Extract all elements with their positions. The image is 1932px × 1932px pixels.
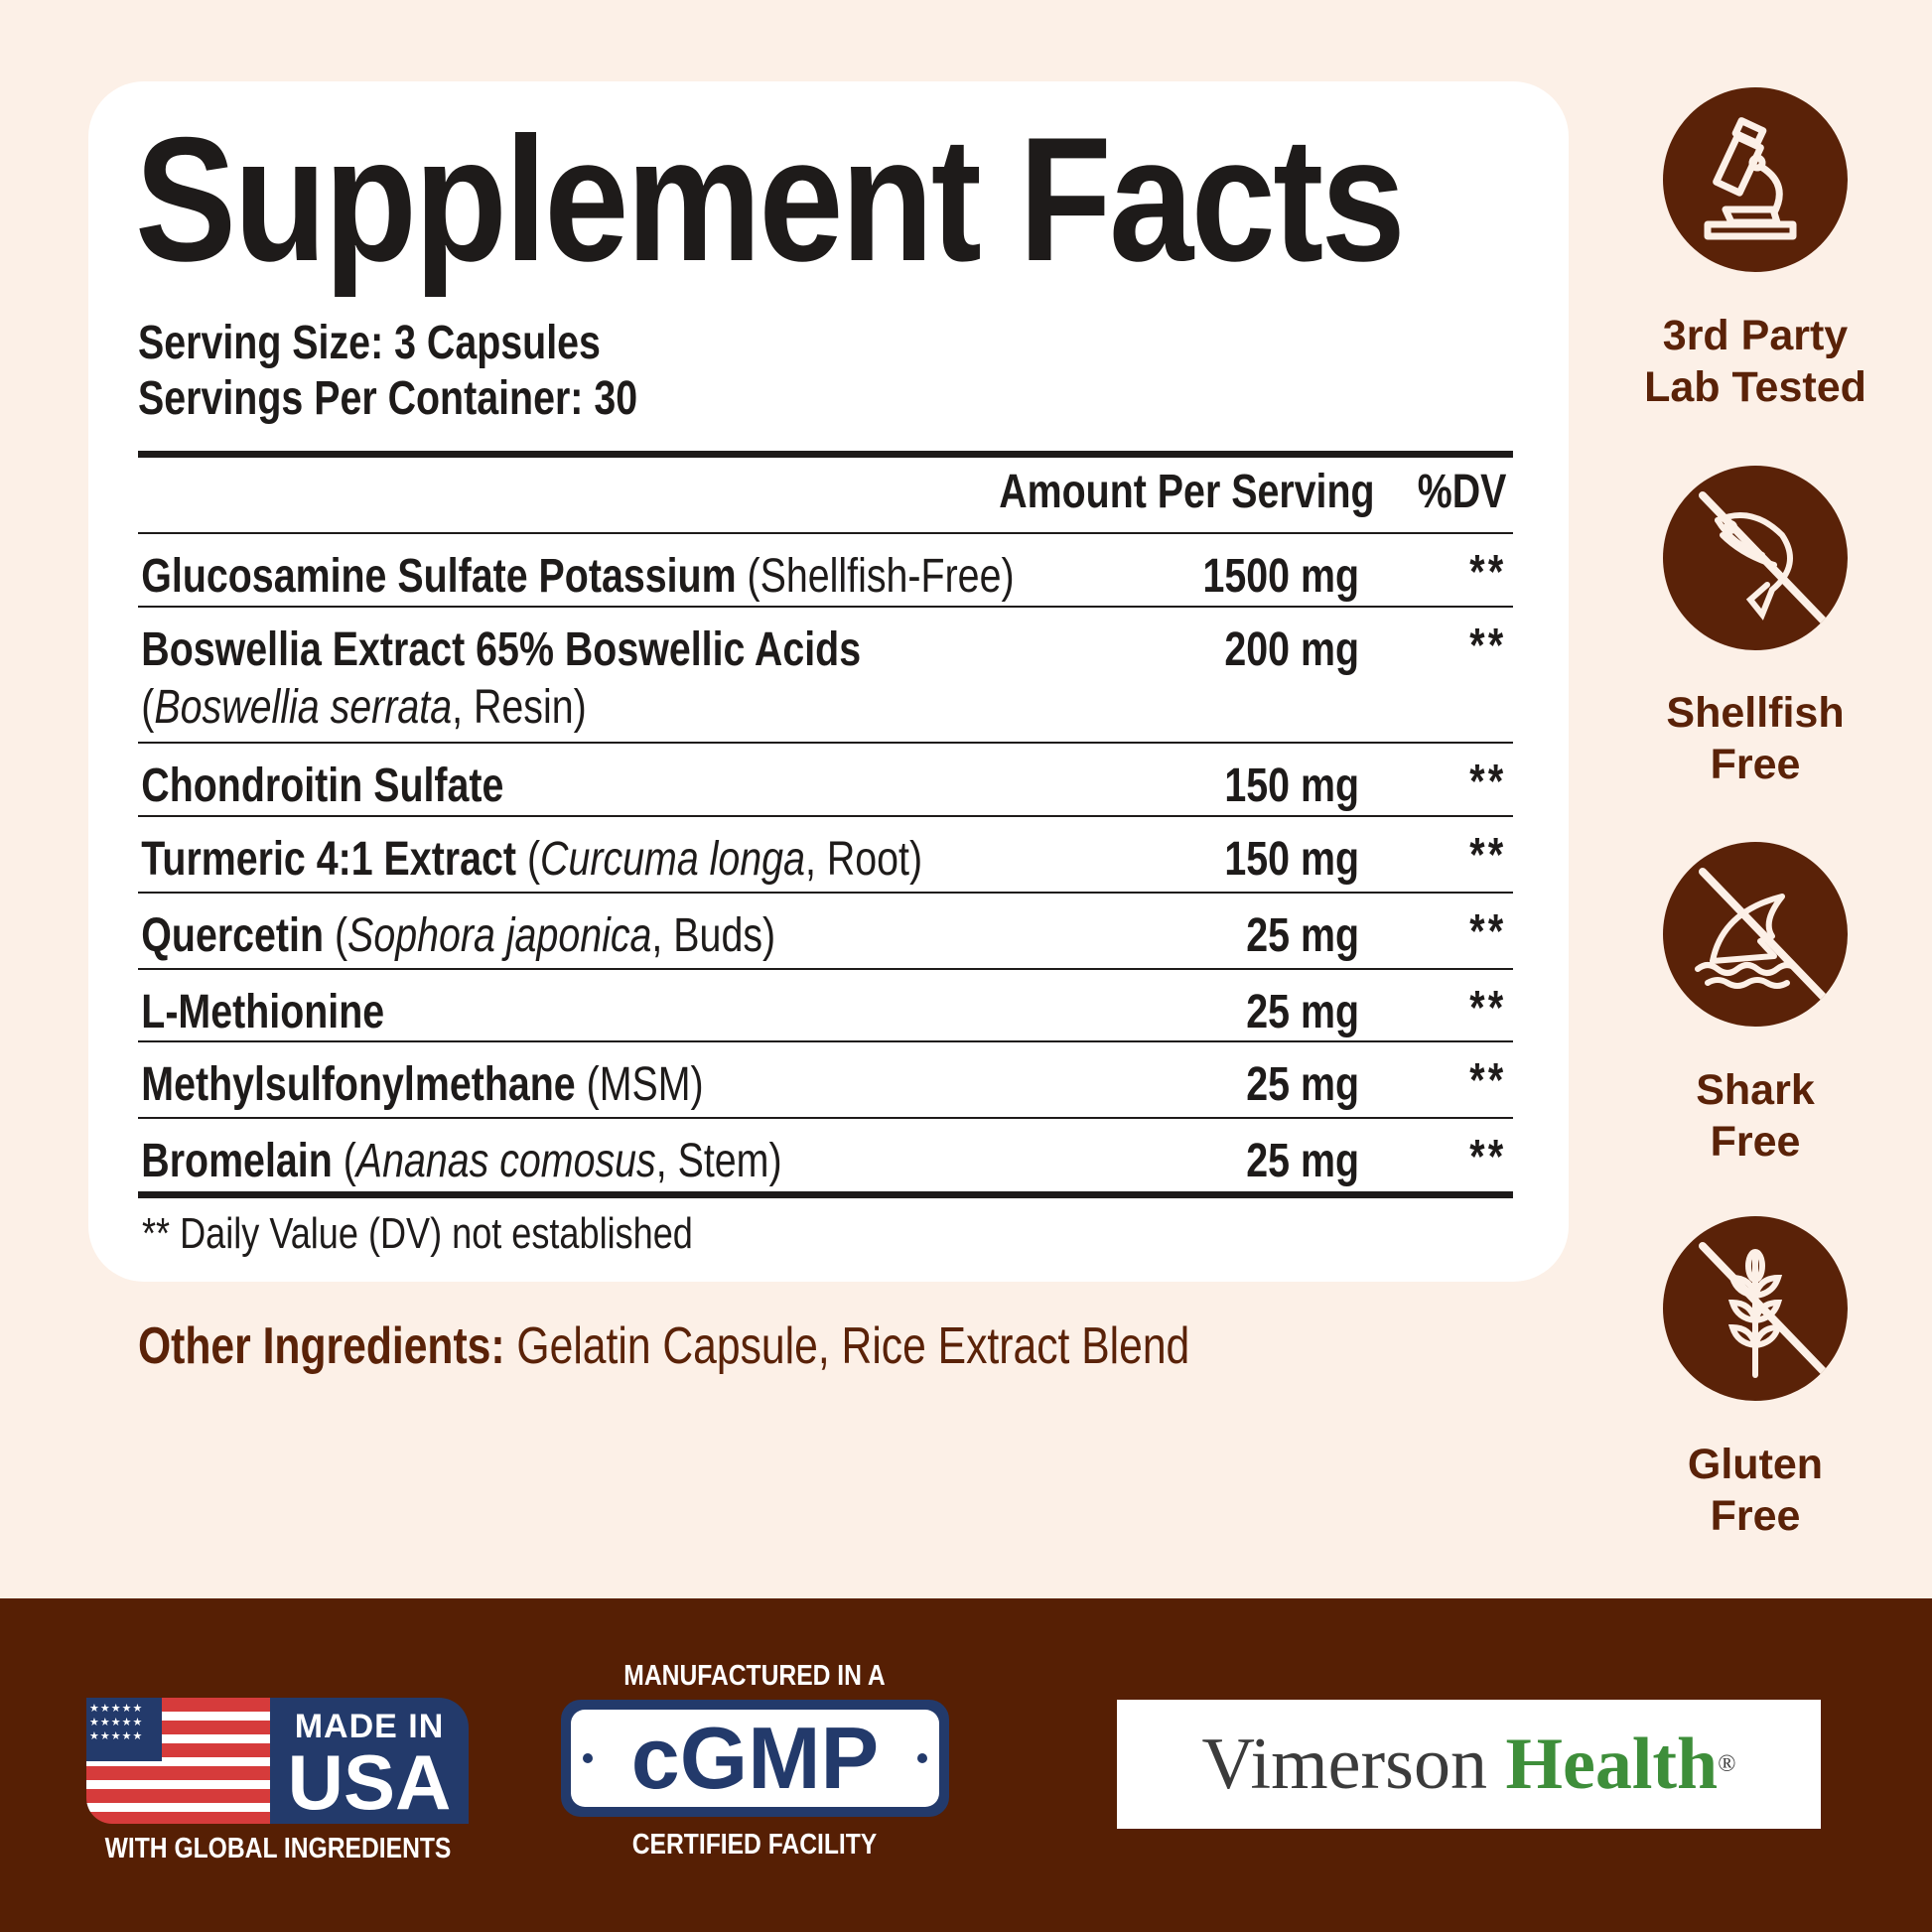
ingredient-amount: 25 mg [1246, 1135, 1359, 1187]
badge-gluten-free [1663, 1216, 1848, 1401]
ingredient-name: Quercetin [141, 909, 325, 962]
paren: ( [332, 1135, 356, 1187]
ingredient-part: , Buds) [651, 909, 776, 962]
other-ingredients: Other Ingredients: Gelatin Capsule, Rice… [138, 1316, 1189, 1376]
brand-logo: Vimerson Health ® [1117, 1700, 1821, 1829]
table-row: Quercetin (Sophora japonica, Buds) 25 mg… [138, 894, 1513, 970]
amount-header: Amount Per Serving [999, 466, 1375, 518]
ingredient-part: , Root) [804, 833, 923, 886]
brand-health: Health [1505, 1723, 1719, 1805]
footnote: ** Daily Value (DV) not established [142, 1209, 693, 1258]
serving-size: Serving Size: 3 Capsules [138, 317, 601, 369]
other-ingredients-value: Gelatin Capsule, Rice Extract Blend [504, 1317, 1190, 1375]
manufactured-text: MANUFACTURED IN A [623, 1660, 886, 1692]
servings-per-container: Servings Per Container: 30 [138, 372, 638, 425]
badge-label: Shark Free [1696, 1066, 1815, 1166]
ingredient-latin: Sophora japonica [347, 909, 652, 962]
brand-name: Vimerson [1201, 1723, 1487, 1805]
ingredient-latin: Boswellia serrata [154, 681, 453, 734]
made-in-text: MADE IN [294, 1708, 445, 1745]
facts-table: Amount Per Serving %DV Glucosamine Sulfa… [138, 451, 1513, 1198]
page-title: Supplement Facts [135, 100, 1406, 298]
usa-text: USA [287, 1738, 452, 1826]
shrimp-crossed-icon [1663, 466, 1848, 650]
ingredient-dv: ** [1469, 829, 1507, 882]
ingredient-name: Bromelain [141, 1135, 333, 1187]
ingredient-dv: ** [1469, 756, 1507, 808]
ingredient-dv: ** [1469, 620, 1507, 672]
ingredient-name: Turmeric 4:1 Extract [141, 833, 517, 886]
ingredient-detail: (MSM) [586, 1058, 704, 1111]
ingredient-amount: 150 mg [1224, 833, 1359, 886]
ingredient-latin: Ananas comosus [355, 1135, 656, 1187]
shark-fin-crossed-icon [1663, 842, 1848, 1027]
ingredient-detail: (Shellfish-Free) [747, 550, 1015, 603]
certified-facility-text: CERTIFIED FACILITY [631, 1829, 878, 1861]
ingredient-part: , Stem) [655, 1135, 782, 1187]
cgmp-badge: cGMP [561, 1700, 949, 1817]
ingredient-name: Boswellia Extract 65% Boswellic Acids [141, 623, 862, 676]
badge-label: Shellfish Free [1666, 689, 1845, 788]
table-row: Chondroitin Sulfate 150 mg ** [138, 744, 1513, 817]
made-in-usa-badge: ★★★★★ ★★★★★ ★★★★★ MADE IN USA [86, 1698, 469, 1824]
table-row: Glucosamine Sulfate Potassium (Shellfish… [138, 534, 1513, 608]
ingredient-dv: ** [1469, 1131, 1507, 1183]
paren: ( [516, 833, 541, 886]
ingredient-amount: 1500 mg [1202, 550, 1359, 603]
wheat-crossed-icon [1663, 1216, 1848, 1401]
ingredient-latin: Curcuma longa [540, 833, 805, 886]
ingredient-name: L-Methionine [141, 986, 385, 1038]
ingredient-part: , Resin) [452, 681, 587, 734]
ingredient-amount: 200 mg [1224, 623, 1359, 676]
table-row: Methylsulfonylmethane (MSM) 25 mg ** [138, 1042, 1513, 1119]
badge-lab-tested [1663, 87, 1848, 272]
ingredient-dv: ** [1469, 982, 1507, 1035]
dv-header: %DV [1417, 466, 1507, 518]
ingredient-name: Methylsulfonylmethane [141, 1058, 576, 1111]
badge-label: Gluten Free [1687, 1441, 1824, 1540]
ingredient-dv: ** [1469, 905, 1507, 958]
global-ingredients-text: WITH GLOBAL INGREDIENTS [104, 1833, 452, 1864]
ingredient-name: Glucosamine Sulfate Potassium [141, 550, 737, 603]
table-header: Amount Per Serving %DV [138, 458, 1513, 534]
supplement-facts-panel: Serving Size: 3 Capsules Servings Per Co… [138, 316, 1513, 1198]
table-row: L-Methionine 25 mg ** [138, 970, 1513, 1042]
ingredient-dv: ** [1469, 1054, 1507, 1107]
cgmp-text: cGMP [630, 1709, 880, 1807]
ingredient-amount: 25 mg [1246, 909, 1359, 962]
table-row: Turmeric 4:1 Extract (Curcuma longa, Roo… [138, 817, 1513, 894]
other-ingredients-label: Other Ingredients: [138, 1317, 505, 1375]
badge-label: 3rd Party Lab Tested [1644, 312, 1866, 411]
badge-shellfish-free [1663, 466, 1848, 650]
microscope-icon [1663, 87, 1848, 272]
ingredient-amount: 25 mg [1246, 1058, 1359, 1111]
supplement-facts-card [88, 81, 1569, 1282]
ingredient-name: Chondroitin Sulfate [141, 759, 504, 812]
ingredient-amount: 150 mg [1224, 759, 1359, 812]
us-flag-icon: ★★★★★ ★★★★★ ★★★★★ [86, 1698, 275, 1824]
table-row: Boswellia Extract 65% Boswellic Acids (Bo… [138, 608, 1513, 744]
paren: ( [141, 681, 155, 734]
paren: ( [324, 909, 348, 962]
ingredient-dv: ** [1469, 546, 1507, 599]
registered-mark: ® [1718, 1750, 1736, 1777]
badge-shark-free [1663, 842, 1848, 1027]
ingredient-amount: 25 mg [1246, 986, 1359, 1038]
table-row: Bromelain (Ananas comosus, Stem) 25 mg *… [138, 1119, 1513, 1198]
